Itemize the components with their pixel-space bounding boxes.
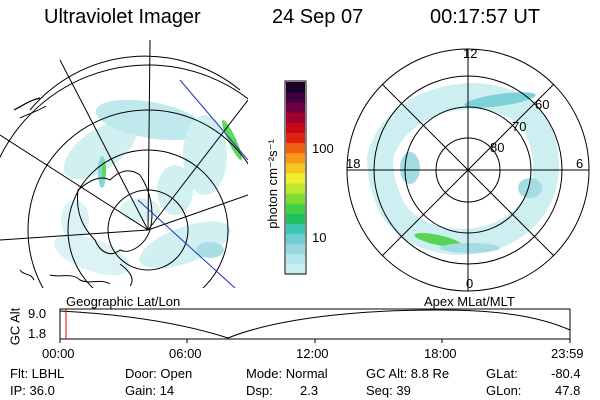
colorbar-tick-100: 100 (312, 141, 334, 156)
colorbar-tick-10: 10 (312, 230, 327, 245)
dsp-value: 2.3 (300, 383, 319, 398)
colorbar-segment (286, 122, 305, 134)
instrument-title: Ultraviolet Imager (44, 6, 201, 28)
mlt-label-12: 12 (463, 46, 478, 61)
colorbar-segment (286, 112, 305, 123)
mlt-label-6: 6 (576, 156, 584, 171)
gain-readout: Gain: 14 (125, 383, 175, 398)
colorbar-segment (286, 82, 305, 93)
colorbar-unit-label: photon cm⁻²s⁻¹ (265, 139, 280, 229)
glon-label: GLon: (486, 383, 522, 398)
graticule (0, 40, 248, 288)
colorbar-segment (286, 142, 305, 154)
auroral-oval (366, 82, 559, 255)
mlat-label-80: 80 (490, 140, 505, 155)
glat-label: GLat: (486, 366, 518, 381)
colorbar-segment (286, 263, 305, 275)
mlt-label-0: 0 (466, 276, 474, 291)
mlt-label-18: 18 (346, 156, 361, 171)
colorbar-segment (286, 233, 305, 245)
seq-readout: Seq: 39 (366, 383, 411, 398)
track-lines (137, 79, 248, 288)
altitude-xtick-2359: 23:59 (551, 346, 584, 361)
mlat-grid (346, 48, 590, 292)
altitude-ylabel: GC Alt (7, 307, 23, 346)
colorbar-segment (286, 172, 305, 184)
colorbar-segment (286, 203, 305, 214)
colorbar-segment (286, 243, 305, 255)
apex-polar-image (346, 48, 590, 292)
observation-date: 24 Sep 07 (272, 6, 364, 28)
mlat-label-70: 70 (512, 119, 527, 134)
filter-readout: Flt: LBHL (10, 366, 65, 381)
colorbar-segment (286, 193, 305, 204)
colorbar-segment (286, 253, 305, 265)
colorbar-segment (286, 132, 305, 144)
mlat-label-60: 60 (535, 97, 550, 112)
colorbar (284, 80, 307, 275)
left-panel-caption: Geographic Lat/Lon (66, 294, 181, 309)
colorbar-segment (286, 213, 305, 224)
glat-value: -80.4 (551, 366, 581, 381)
altitude-xtick-1800: 18:00 (424, 346, 457, 361)
altitude-ytick-1: 1.8 (28, 326, 47, 341)
right-panel-caption: Apex MLat/MLT (424, 294, 515, 309)
observation-time: 00:17:57 UT (430, 6, 541, 28)
altitude-xtick-0600: 06:00 (169, 346, 202, 361)
colorbar-segment (286, 162, 305, 174)
colorbar-segment (286, 92, 305, 103)
altitude-ytick-9: 9.0 (28, 306, 47, 321)
altitude-xtick-1200: 12:00 (296, 346, 329, 361)
gc-alt-readout: GC Alt: 8.8 Re (366, 366, 450, 381)
altitude-curve (59, 309, 571, 339)
ip-readout: IP: 36.0 (10, 383, 55, 398)
geographic-polar-image (0, 40, 248, 288)
colorbar-segment (286, 152, 305, 164)
dsp-label: Dsp: (246, 383, 273, 398)
colorbar-segment (286, 183, 305, 194)
door-readout: Door: Open (125, 366, 193, 381)
colorbar-segment (286, 102, 305, 113)
altitude-xtick-0000: 00:00 (42, 346, 75, 361)
altitude-plot (59, 308, 571, 343)
glon-value: 47.8 (555, 383, 581, 398)
mode-readout: Mode: Normal (246, 366, 328, 381)
colorbar-segment (286, 223, 305, 235)
